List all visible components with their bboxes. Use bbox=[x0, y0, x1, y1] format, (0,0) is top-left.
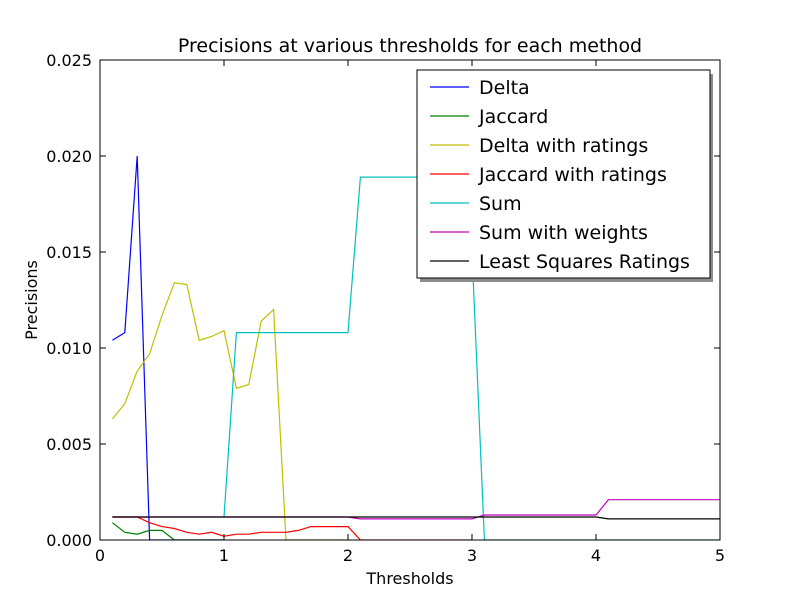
y-axis-label: Precisions bbox=[22, 260, 41, 340]
legend-label-4: Sum bbox=[479, 193, 522, 215]
legend-label-0: Delta bbox=[479, 77, 530, 99]
x-tick-label-3: 3 bbox=[467, 546, 477, 565]
legend-label-6: Least Squares Ratings bbox=[479, 251, 690, 273]
y-tick-label-2: 0.010 bbox=[46, 339, 92, 358]
legend-label-2: Delta with ratings bbox=[479, 135, 648, 157]
chart-title: Precisions at various thresholds for eac… bbox=[178, 35, 642, 57]
plot-frame bbox=[99, 59, 721, 541]
x-tick-label-0: 0 bbox=[95, 546, 105, 565]
x-tick-label-1: 1 bbox=[219, 546, 229, 565]
y-tick-label-0: 0.000 bbox=[46, 531, 92, 550]
y-tick-label-4: 0.020 bbox=[46, 147, 92, 166]
y-tick-label-5: 0.025 bbox=[46, 51, 92, 70]
x-axis-label: Thresholds bbox=[365, 569, 453, 588]
legend-label-1: Jaccard bbox=[478, 106, 548, 128]
series-line-0 bbox=[112, 155, 224, 540]
series-line-1 bbox=[112, 522, 224, 540]
series-line-6 bbox=[112, 516, 720, 520]
x-tick-label-4: 4 bbox=[591, 546, 601, 565]
x-tick-label-2: 2 bbox=[343, 546, 353, 565]
series-line-3 bbox=[112, 516, 472, 540]
legend-label-3: Jaccard with ratings bbox=[478, 164, 667, 186]
y-tick-label-1: 0.005 bbox=[46, 435, 92, 454]
x-tick-label-5: 5 bbox=[715, 546, 725, 565]
axis-ticks: 0 1 2 3 4 5 0.000 0.005 0.010 0.015 0.020 0.025 bbox=[46, 51, 725, 565]
y-tick-label-3: 0.015 bbox=[46, 243, 92, 262]
series-line-2 bbox=[111, 282, 348, 540]
legend-label-5: Sum with weights bbox=[479, 222, 648, 244]
legend: Delta Jaccard Delta with ratings Jaccard wi… bbox=[416, 69, 713, 282]
